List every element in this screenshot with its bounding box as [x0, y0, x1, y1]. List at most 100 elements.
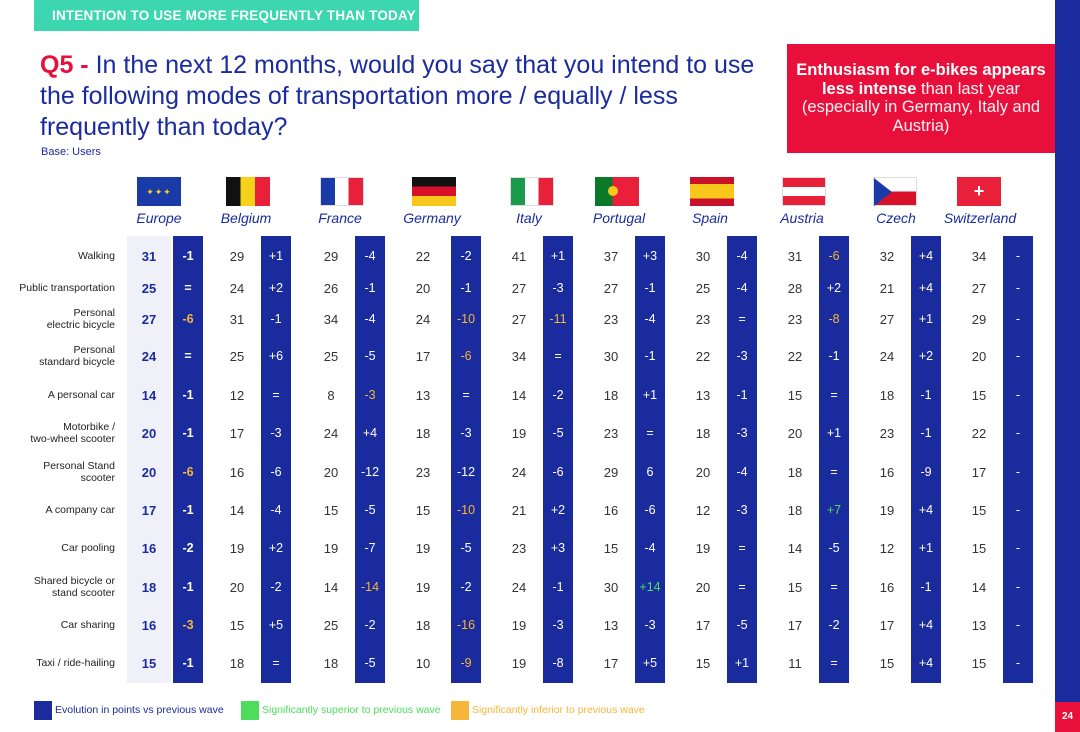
- diff-cell: =: [738, 541, 746, 555]
- value-cell: 34: [511, 349, 527, 364]
- diff-cell: +3: [550, 541, 566, 555]
- diff-cell: -2: [460, 249, 472, 263]
- diff-cell: -3: [460, 426, 472, 440]
- value-cell: 24: [879, 349, 895, 364]
- row-label: Personal standard bicycle: [39, 344, 115, 368]
- diff-cell: -: [1015, 656, 1021, 670]
- value-cell: 19: [879, 503, 895, 518]
- diff-cell: -5: [364, 503, 376, 517]
- value-cell: 19: [229, 541, 245, 556]
- diff-cell: +4: [918, 503, 934, 517]
- value-cell: 17: [971, 465, 987, 480]
- diff-cell: =: [830, 388, 838, 402]
- value-cell: 19: [511, 426, 527, 441]
- value-cell: 20: [695, 465, 711, 480]
- value-cell: 29: [603, 465, 619, 480]
- value-cell: 16: [879, 580, 895, 595]
- diff-cell: -6: [644, 503, 656, 517]
- flag-france-icon: [320, 177, 364, 206]
- legend-superior-swatch: [241, 701, 259, 720]
- value-cell: 15: [695, 656, 711, 671]
- flag-europe-icon: ✦✦✦: [137, 177, 181, 206]
- value-cell: 37: [603, 249, 619, 264]
- diff-cell: +2: [268, 281, 284, 295]
- value-cell: 13: [695, 388, 711, 403]
- value-cell: 15: [971, 656, 987, 671]
- diff-cell: -: [1015, 426, 1021, 440]
- value-cell: 17: [603, 656, 619, 671]
- row-label: Car pooling: [61, 542, 115, 554]
- value-cell: 24: [511, 465, 527, 480]
- value-cell: 26: [323, 281, 339, 296]
- value-cell: 18: [415, 618, 431, 633]
- diff-bar-germany: [451, 236, 481, 683]
- diff-cell: -5: [828, 541, 840, 555]
- diff-cell: -3: [552, 618, 564, 632]
- value-cell: 19: [695, 541, 711, 556]
- value-cell: 22: [695, 349, 711, 364]
- value-cell: 19: [415, 580, 431, 595]
- diff-cell: +4: [918, 281, 934, 295]
- value-cell: 31: [229, 312, 245, 327]
- value-cell: 18: [141, 580, 157, 595]
- value-cell: 18: [415, 426, 431, 441]
- diff-bar-czech: [911, 236, 941, 683]
- value-cell: 17: [229, 426, 245, 441]
- diff-cell: -3: [736, 426, 748, 440]
- diff-cell: +6: [268, 349, 284, 363]
- row-label: Personal Stand scooter: [43, 460, 115, 484]
- value-cell: 14: [787, 541, 803, 556]
- value-cell: 20: [229, 580, 245, 595]
- value-cell: 29: [971, 312, 987, 327]
- value-cell: 16: [879, 465, 895, 480]
- side-stripe: [1055, 0, 1080, 732]
- diff-cell: -: [1015, 249, 1021, 263]
- value-cell: 13: [415, 388, 431, 403]
- diff-cell: +1: [550, 249, 566, 263]
- diff-cell: -1: [182, 388, 194, 402]
- value-cell: 27: [879, 312, 895, 327]
- value-cell: 20: [787, 426, 803, 441]
- diff-cell: -10: [456, 312, 476, 326]
- value-cell: 23: [879, 426, 895, 441]
- value-cell: 32: [879, 249, 895, 264]
- value-cell: 14: [323, 580, 339, 595]
- country-name: France: [318, 210, 362, 226]
- diff-cell: +1: [642, 388, 658, 402]
- value-cell: 16: [141, 618, 157, 633]
- diff-bar-italy: [543, 236, 573, 683]
- diff-cell: +1: [918, 312, 934, 326]
- diff-cell: -1: [552, 580, 564, 594]
- value-cell: 15: [229, 618, 245, 633]
- country-name: Europe: [136, 210, 182, 226]
- value-cell: 23: [511, 541, 527, 556]
- value-cell: 25: [695, 281, 711, 296]
- callout-thin: than last year (especially in Germany, I…: [801, 79, 1041, 135]
- diff-cell: =: [184, 281, 192, 295]
- diff-cell: =: [830, 656, 838, 670]
- diff-cell: -6: [270, 465, 282, 479]
- flag-spain-icon: [690, 177, 734, 206]
- value-cell: 20: [141, 426, 157, 441]
- value-cell: 27: [603, 281, 619, 296]
- value-cell: 18: [323, 656, 339, 671]
- diff-cell: -1: [460, 281, 472, 295]
- row-label: Motorbike / two-wheel scooter: [30, 421, 115, 445]
- diff-cell: -1: [828, 349, 840, 363]
- value-cell: 13: [603, 618, 619, 633]
- value-cell: 21: [511, 503, 527, 518]
- diff-cell: -2: [828, 618, 840, 632]
- country-name: Italy: [516, 210, 542, 226]
- value-cell: 15: [141, 656, 157, 671]
- diff-cell: +14: [639, 580, 661, 594]
- diff-cell: -4: [644, 312, 656, 326]
- europe-band: [127, 236, 171, 683]
- value-cell: 14: [141, 388, 157, 403]
- value-cell: 23: [415, 465, 431, 480]
- diff-cell: +5: [268, 618, 284, 632]
- value-cell: 34: [971, 249, 987, 264]
- diff-cell: =: [272, 388, 280, 402]
- value-cell: 18: [695, 426, 711, 441]
- diff-cell: -2: [552, 388, 564, 402]
- value-cell: 19: [323, 541, 339, 556]
